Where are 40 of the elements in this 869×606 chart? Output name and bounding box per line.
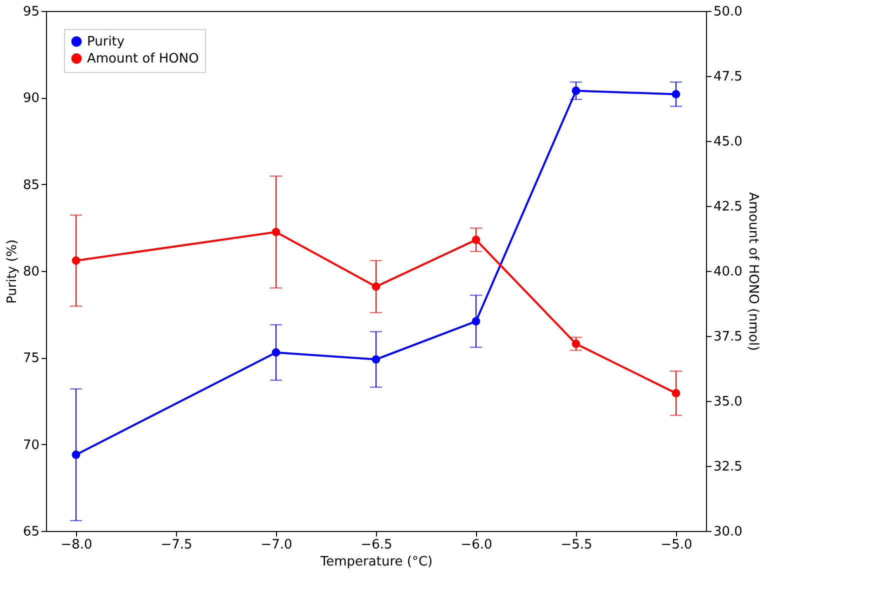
point xyxy=(72,450,80,459)
y-tick-label: 75 xyxy=(22,351,40,366)
point xyxy=(272,228,280,236)
y-tick-label: 90 xyxy=(22,91,40,106)
y2-tick-label: 35.0 xyxy=(714,394,742,410)
point xyxy=(72,256,80,265)
y2-tick-label: 37.5 xyxy=(714,330,742,344)
point xyxy=(472,317,480,326)
x-axis-title: Temperature (°C) xyxy=(319,554,433,570)
point xyxy=(472,236,480,244)
x-tick-label: −7.5 xyxy=(160,538,192,552)
y-axis-title: Purity (%) xyxy=(4,239,20,304)
x-tick-label: −5.5 xyxy=(560,538,592,552)
y2-tick-label: 40.0 xyxy=(714,264,742,280)
point xyxy=(272,348,280,357)
point xyxy=(372,282,380,291)
x-tick-label: −8.0 xyxy=(60,538,92,552)
legend-label: Amount of HONO xyxy=(87,52,199,66)
y2-axis-title: Amount of HONO (nmol) xyxy=(745,192,760,351)
y-tick-label: 85 xyxy=(22,178,40,193)
x-tick-label: −6.0 xyxy=(460,538,492,552)
point xyxy=(572,340,580,348)
point xyxy=(672,389,680,398)
y2-tick-label: 30.0 xyxy=(714,524,742,540)
y2-tick-label: 42.5 xyxy=(714,200,742,214)
y2-tick-label: 47.5 xyxy=(714,70,742,84)
y2-tick-label: 45.0 xyxy=(714,134,742,150)
y2-tick-label: 32.5 xyxy=(714,460,742,474)
y-tick-label: 80 xyxy=(22,264,40,280)
y-tick-label: 65 xyxy=(22,524,40,540)
point xyxy=(672,90,680,98)
x-tick-label: −5.0 xyxy=(660,538,692,552)
point xyxy=(572,86,580,95)
y-tick-label: 70 xyxy=(22,438,40,453)
x-tick-label: −7.0 xyxy=(260,538,292,552)
y2-tick-label: 50.0 xyxy=(714,4,742,20)
point xyxy=(372,355,380,364)
y-tick-label: 95 xyxy=(22,4,40,20)
x-tick-label: −6.5 xyxy=(360,538,392,552)
legend-label: Purity xyxy=(87,34,125,50)
